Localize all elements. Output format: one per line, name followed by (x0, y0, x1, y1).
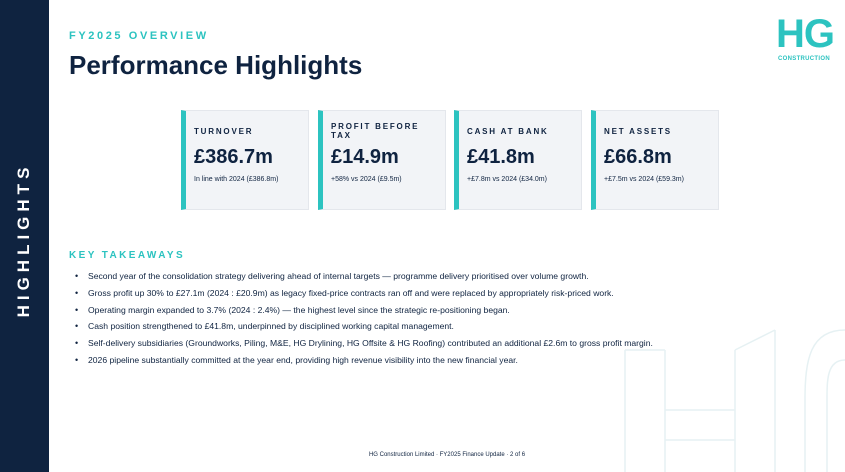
metric-label: PROFIT BEFORE TAX (331, 122, 420, 140)
metric-value: £386.7m (194, 146, 273, 168)
metric-card-cash-at-bank: CASH AT BANK £41.8m +£7.8m vs 2024 (£34.… (454, 110, 582, 210)
list-item: Gross profit up 30% to £27.1m (2024 : £2… (75, 285, 765, 302)
takeaways-heading: KEY TAKEAWAYS (69, 250, 186, 261)
list-item: Cash position strengthened to £41.8m, un… (75, 318, 765, 335)
metric-label: NET ASSETS (604, 126, 672, 136)
page-footer: HG Construction Limited · FY2025 Finance… (368, 452, 526, 458)
metric-cards: TURNOVER £386.7m In line with 2024 (£386… (181, 110, 721, 210)
metric-card-turnover: TURNOVER £386.7m In line with 2024 (£386… (181, 110, 309, 210)
side-label: HIGHLIGHTS (14, 162, 33, 318)
logo-subtitle: CONSTRUCTION (778, 56, 830, 62)
takeaways-list: Second year of the consolidation strateg… (75, 268, 765, 369)
metric-card-net-assets: NET ASSETS £66.8m +£7.5m vs 2024 (£59.3m… (591, 110, 719, 210)
company-logo: HG CONSTRUCTION (776, 12, 835, 70)
list-item: Second year of the consolidation strateg… (75, 268, 765, 285)
side-band: HIGHLIGHTS (0, 0, 49, 472)
list-item: Self-delivery subsidiaries (Groundworks,… (75, 335, 765, 352)
metric-card-profit-before-tax: PROFIT BEFORE TAX £14.9m +58% vs 2024 (£… (318, 110, 446, 210)
list-item: Operating margin expanded to 3.7% (2024 … (75, 302, 765, 319)
metric-note: +£7.5m vs 2024 (£59.3m) (604, 176, 684, 183)
logo-mark: HG (776, 12, 835, 56)
list-item: 2026 pipeline substantially committed at… (75, 352, 765, 369)
page-title: Performance Highlights (69, 50, 363, 80)
metric-value: £41.8m (467, 146, 535, 168)
metric-note: In line with 2024 (£386.8m) (194, 176, 279, 183)
metric-label: CASH AT BANK (467, 126, 549, 136)
metric-note: +58% vs 2024 (£9.5m) (331, 176, 402, 183)
metric-value: £66.8m (604, 146, 672, 168)
section-eyebrow: FY2025 OVERVIEW (69, 30, 209, 42)
metric-note: +£7.8m vs 2024 (£34.0m) (467, 176, 547, 183)
metric-label: TURNOVER (194, 126, 254, 136)
metric-value: £14.9m (331, 146, 399, 168)
